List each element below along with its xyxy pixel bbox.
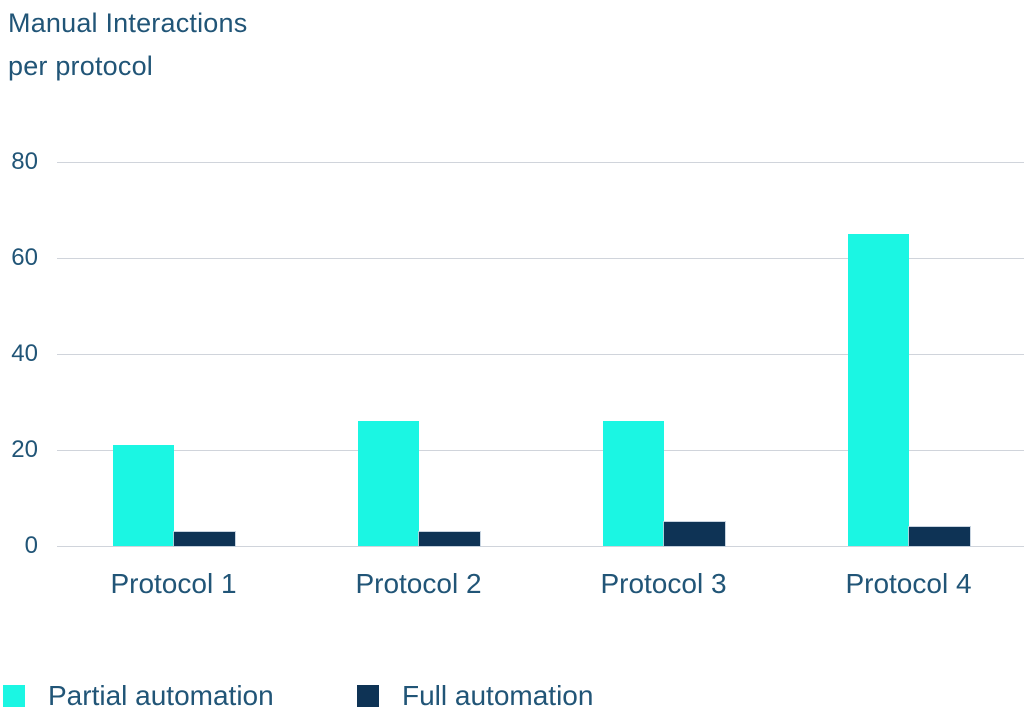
legend-label-partial-automation: Partial automation xyxy=(48,680,274,711)
ytick-label-80: 80 xyxy=(11,148,38,175)
xtick-label-protocol-4: Protocol 4 xyxy=(845,568,972,599)
gridline-y-20 xyxy=(57,449,1024,451)
chart-title-line2: per protocol xyxy=(8,51,153,81)
bar-partial-automation-protocol-4 xyxy=(847,234,909,546)
chart-legend: Partial automation Full automation xyxy=(0,680,1024,712)
bar-partial-automation-protocol-3 xyxy=(602,421,664,546)
gridline-y-80 xyxy=(57,161,1024,163)
xtick-label-protocol-2: Protocol 2 xyxy=(355,568,482,599)
gridline-y-60 xyxy=(57,257,1024,259)
bar-full-automation-protocol-3 xyxy=(663,522,725,546)
chart-title-line1: Manual Interactions xyxy=(8,8,248,38)
legend-swatch-partial-automation xyxy=(3,685,25,707)
bar-partial-automation-protocol-1 xyxy=(112,445,174,546)
bar-partial-automation-protocol-2 xyxy=(357,421,419,546)
legend-item-full-automation: Full automation xyxy=(357,680,593,712)
chart-title: Manual Interactions per protocol xyxy=(8,2,247,88)
ytick-label-20: 20 xyxy=(11,436,38,463)
ytick-label-40: 40 xyxy=(11,340,38,367)
xtick-label-protocol-3: Protocol 3 xyxy=(600,568,727,599)
gridline-y-0 xyxy=(57,545,1024,547)
legend-label-full-automation: Full automation xyxy=(402,680,594,711)
bar-full-automation-protocol-1 xyxy=(173,531,235,546)
gridline-y-40 xyxy=(57,353,1024,355)
xtick-label-protocol-1: Protocol 1 xyxy=(110,568,237,599)
ytick-label-0: 0 xyxy=(24,532,38,559)
ytick-label-60: 60 xyxy=(11,244,38,271)
legend-swatch-full-automation xyxy=(357,685,379,707)
legend-item-partial-automation: Partial automation xyxy=(3,680,274,712)
bar-full-automation-protocol-2 xyxy=(418,531,480,546)
bar-full-automation-protocol-4 xyxy=(908,526,970,546)
